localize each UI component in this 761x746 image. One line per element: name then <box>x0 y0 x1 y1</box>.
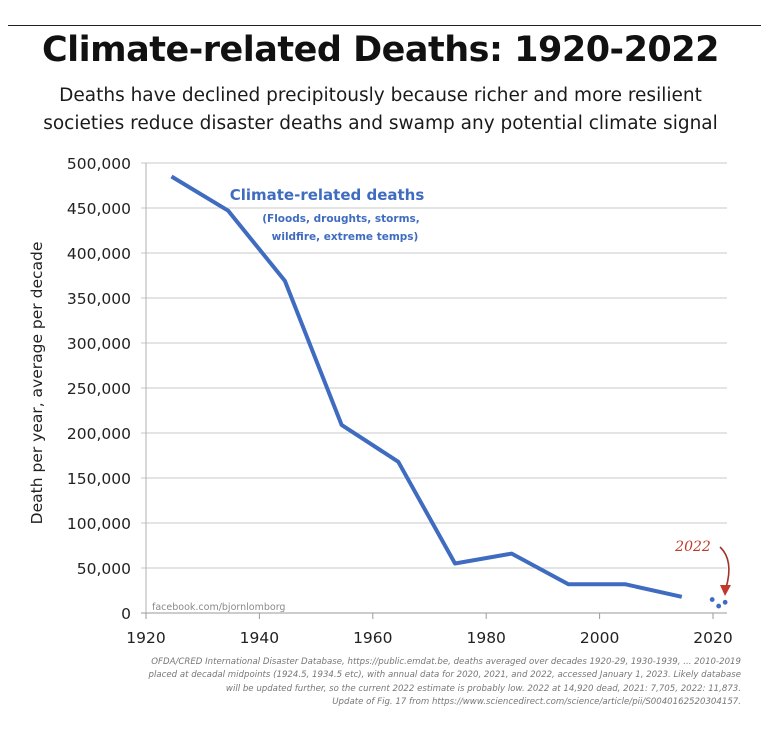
data-point-annual <box>709 597 715 602</box>
y-tick-label: 0 <box>121 605 131 623</box>
x-tick-label: 1920 <box>126 629 165 647</box>
arrow-head-icon <box>720 585 731 596</box>
data-point-annual <box>716 603 722 609</box>
x-axis: 1920 1940 1960 1980 2000 2020 <box>126 613 733 647</box>
x-tick-label: 1980 <box>466 629 505 647</box>
chart-subtitle: Deaths have declined precipitously becau… <box>0 82 761 138</box>
series-label-line: wildfire, extreme temps) <box>272 231 419 243</box>
chart-title: Climate-related Deaths: 1920-2022 <box>41 30 720 70</box>
subtitle-line: societies reduce disaster deaths and swa… <box>43 113 718 134</box>
y-tick-label: 450,000 <box>67 200 131 218</box>
y-tick-label: 150,000 <box>67 470 131 488</box>
footnote-line: placed at decadal midpoints (1924.5, 193… <box>148 670 741 681</box>
series-label-title: Climate-related deaths <box>230 186 425 204</box>
y-tick-label: 400,000 <box>67 245 131 263</box>
annotation-2022: 2022 <box>674 539 731 596</box>
footnote-line: will be updated further, so the current … <box>225 683 741 694</box>
series-group <box>170 174 728 609</box>
series-label-line: (Floods, droughts, storms, <box>262 213 420 225</box>
footnote-line: OFDA/CRED International Disaster Databas… <box>151 657 741 667</box>
y-tick-label: 250,000 <box>67 380 131 398</box>
y-axis-label: Death per year, average per decade <box>28 242 46 525</box>
watermark: facebook.com/bjornlomborg <box>152 602 285 613</box>
series-label: Climate-related deaths (Floods, droughts… <box>230 186 425 243</box>
series-line-climate-deaths <box>170 174 683 599</box>
y-tick-label: 100,000 <box>67 515 131 533</box>
annotation-arrow <box>719 546 730 589</box>
y-tick-label: 200,000 <box>67 425 131 443</box>
source-footnote: OFDA/CRED International Disaster Databas… <box>20 656 741 709</box>
top-rule <box>8 25 761 26</box>
subtitle-line: Deaths have declined precipitously becau… <box>59 85 702 106</box>
x-tick-label: 1960 <box>353 629 392 647</box>
y-tick-label: 500,000 <box>67 155 131 173</box>
y-tick-label: 300,000 <box>67 335 131 353</box>
gridlines <box>141 162 727 618</box>
y-axis: 0 50,000 100,000 150,000 200,000 250,000 300,0… <box>67 155 131 623</box>
x-tick-label: 1940 <box>240 629 279 647</box>
x-tick-label: 2020 <box>693 629 732 647</box>
y-tick-label: 50,000 <box>77 560 131 578</box>
y-tick-label: 350,000 <box>67 290 131 308</box>
x-tick-label: 2000 <box>580 629 619 647</box>
data-point-annual <box>722 599 728 605</box>
footnote-line: Update of Fig. 17 from https://www.scien… <box>332 696 741 707</box>
annotation-text: 2022 <box>674 539 711 555</box>
